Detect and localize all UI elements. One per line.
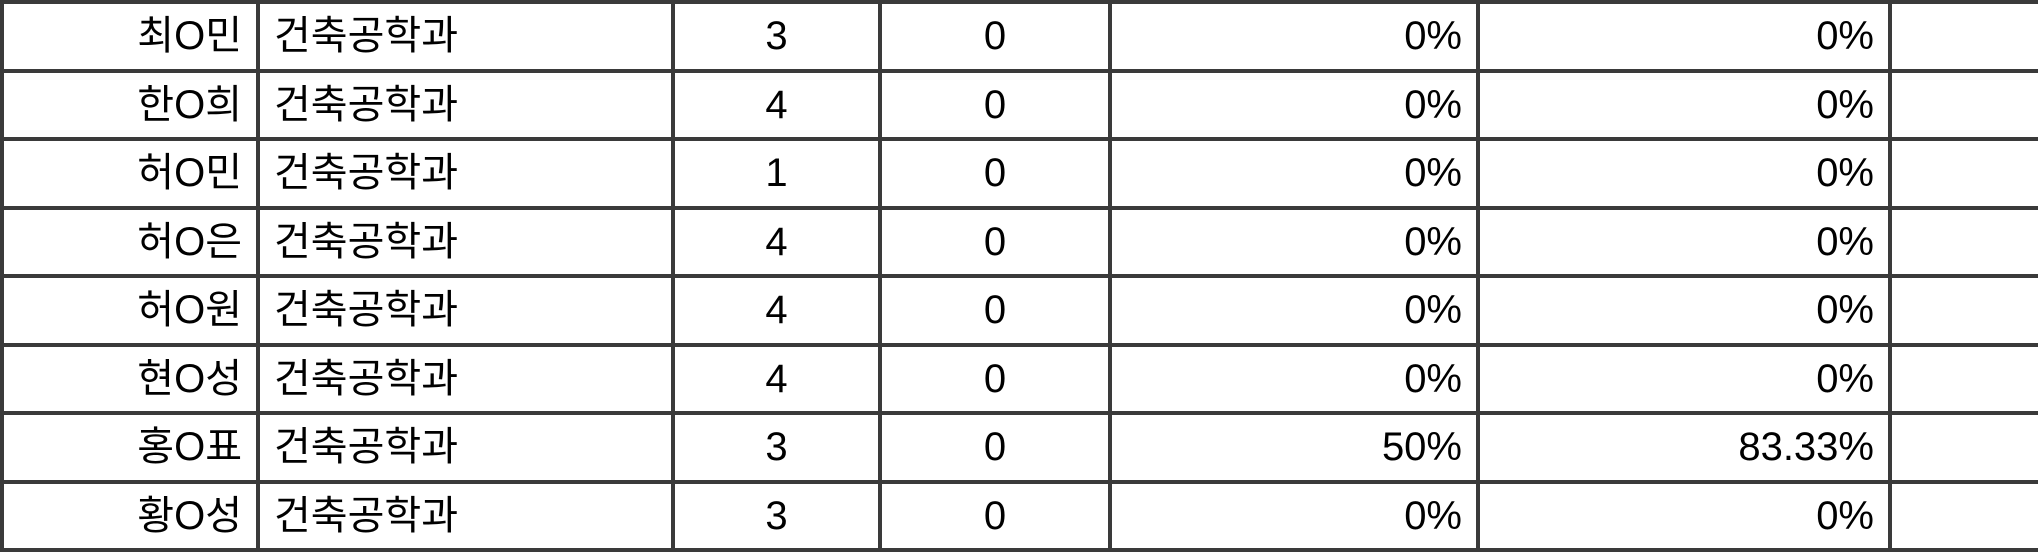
cell-grade-year[interactable]: 1 <box>671 137 882 210</box>
cell-grade-year[interactable]: 4 <box>671 205 882 278</box>
cell-count[interactable]: 0 <box>878 137 1112 210</box>
cell-count[interactable]: 0 <box>878 68 1112 141</box>
cell-student-name[interactable]: 홍O표 <box>0 411 260 484</box>
cell-percent-1[interactable]: 0% <box>1108 137 1480 210</box>
cell-percent-3[interactable]: 0% <box>1888 68 2038 141</box>
cell-count[interactable]: 0 <box>878 411 1112 484</box>
cell-percent-1[interactable]: 0% <box>1108 205 1480 278</box>
cell-count[interactable]: 0 <box>878 274 1112 347</box>
cell-percent-3[interactable]: 0% <box>1888 274 2038 347</box>
cell-percent-1[interactable]: 0% <box>1108 68 1480 141</box>
cell-percent-2[interactable]: 0% <box>1476 205 1892 278</box>
cell-student-name[interactable]: 허O원 <box>0 274 260 347</box>
cell-department[interactable]: 건축공학과 <box>256 205 675 278</box>
cell-department[interactable]: 건축공학과 <box>256 274 675 347</box>
cell-student-name[interactable]: 한O희 <box>0 68 260 141</box>
cell-student-name[interactable]: 허O은 <box>0 205 260 278</box>
cell-grade-year[interactable]: 4 <box>671 68 882 141</box>
cell-department[interactable]: 건축공학과 <box>256 137 675 210</box>
cell-department[interactable]: 건축공학과 <box>256 0 675 73</box>
cell-grade-year[interactable]: 4 <box>671 342 882 415</box>
cell-grade-year[interactable]: 3 <box>671 0 882 73</box>
cell-percent-2[interactable]: 0% <box>1476 0 1892 73</box>
cell-department[interactable]: 건축공학과 <box>256 411 675 484</box>
cell-percent-1[interactable]: 50% <box>1108 411 1480 484</box>
cell-grade-year[interactable]: 4 <box>671 274 882 347</box>
cell-percent-2[interactable]: 0% <box>1476 137 1892 210</box>
cell-percent-3[interactable]: 0% <box>1888 205 2038 278</box>
cell-student-name[interactable]: 최O민 <box>0 0 260 73</box>
cell-student-name[interactable]: 현O성 <box>0 342 260 415</box>
cell-count[interactable]: 0 <box>878 0 1112 73</box>
cell-count[interactable]: 0 <box>878 205 1112 278</box>
cell-grade-year[interactable]: 3 <box>671 411 882 484</box>
cell-department[interactable]: 건축공학과 <box>256 342 675 415</box>
cell-percent-1[interactable]: 0% <box>1108 0 1480 73</box>
cell-percent-1[interactable]: 0% <box>1108 274 1480 347</box>
cell-count[interactable]: 0 <box>878 342 1112 415</box>
cell-percent-1[interactable]: 0% <box>1108 342 1480 415</box>
cell-percent-3[interactable]: 0% <box>1888 342 2038 415</box>
cell-percent-2[interactable]: 83.33% <box>1476 411 1892 484</box>
cell-percent-3[interactable]: 100% <box>1888 411 2038 484</box>
cell-department[interactable]: 건축공학과 <box>256 68 675 141</box>
cell-student-name[interactable]: 허O민 <box>0 137 260 210</box>
cell-percent-2[interactable]: 0% <box>1476 274 1892 347</box>
cell-percent-2[interactable]: 0% <box>1476 342 1892 415</box>
cell-percent-2[interactable]: 0% <box>1476 68 1892 141</box>
cell-percent-3[interactable]: 100% <box>1888 0 2038 73</box>
cell-percent-3[interactable]: 0% <box>1888 137 2038 210</box>
